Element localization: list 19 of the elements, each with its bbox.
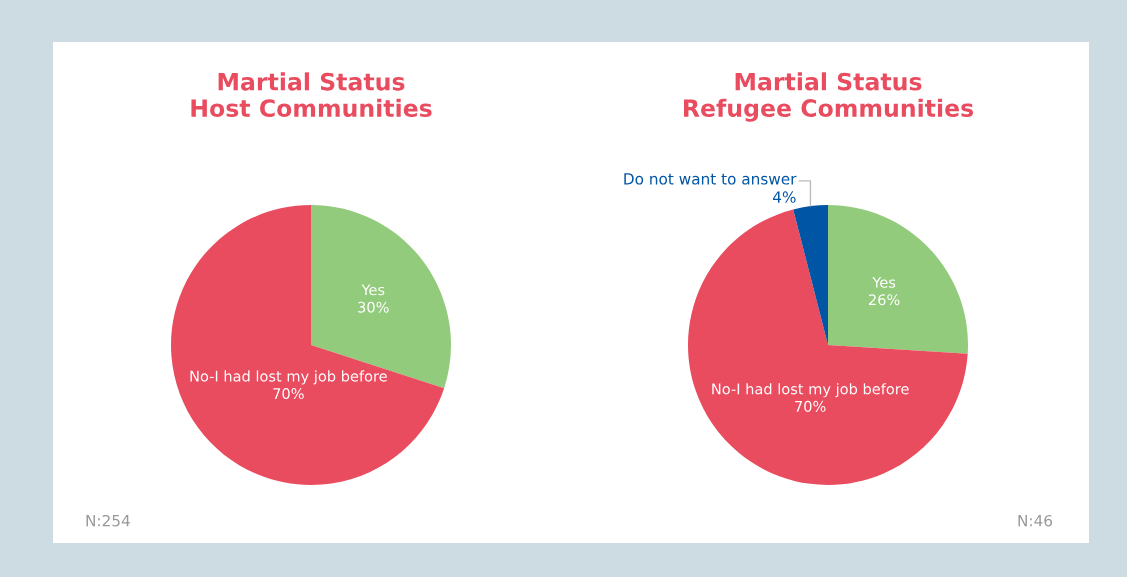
chart-title: Martial Status Refugee Communities	[684, 72, 974, 122]
slice-label: Do not want to answer	[624, 173, 797, 185]
data-label: 26%	[868, 294, 900, 306]
slice-label: Yes	[872, 276, 896, 288]
pie-slice	[311, 205, 451, 389]
text: N:46	[1018, 514, 1053, 527]
data-label: 30%	[358, 301, 389, 313]
data-label: 4%	[772, 191, 796, 203]
slice-label: Yes	[361, 284, 385, 296]
pie-slice	[688, 209, 968, 485]
data-label: 70%	[273, 388, 304, 400]
data-label: 70%	[795, 400, 826, 412]
text: N:254	[86, 514, 130, 527]
slice-label: No-I had lost my job before	[190, 370, 387, 385]
pie-slice	[828, 205, 968, 354]
chart-title: Martial Status Host Communities	[191, 72, 432, 118]
pie-slice	[171, 205, 445, 485]
pie-slice	[793, 205, 828, 345]
slice-label: No-I had lost my job before	[712, 383, 909, 398]
